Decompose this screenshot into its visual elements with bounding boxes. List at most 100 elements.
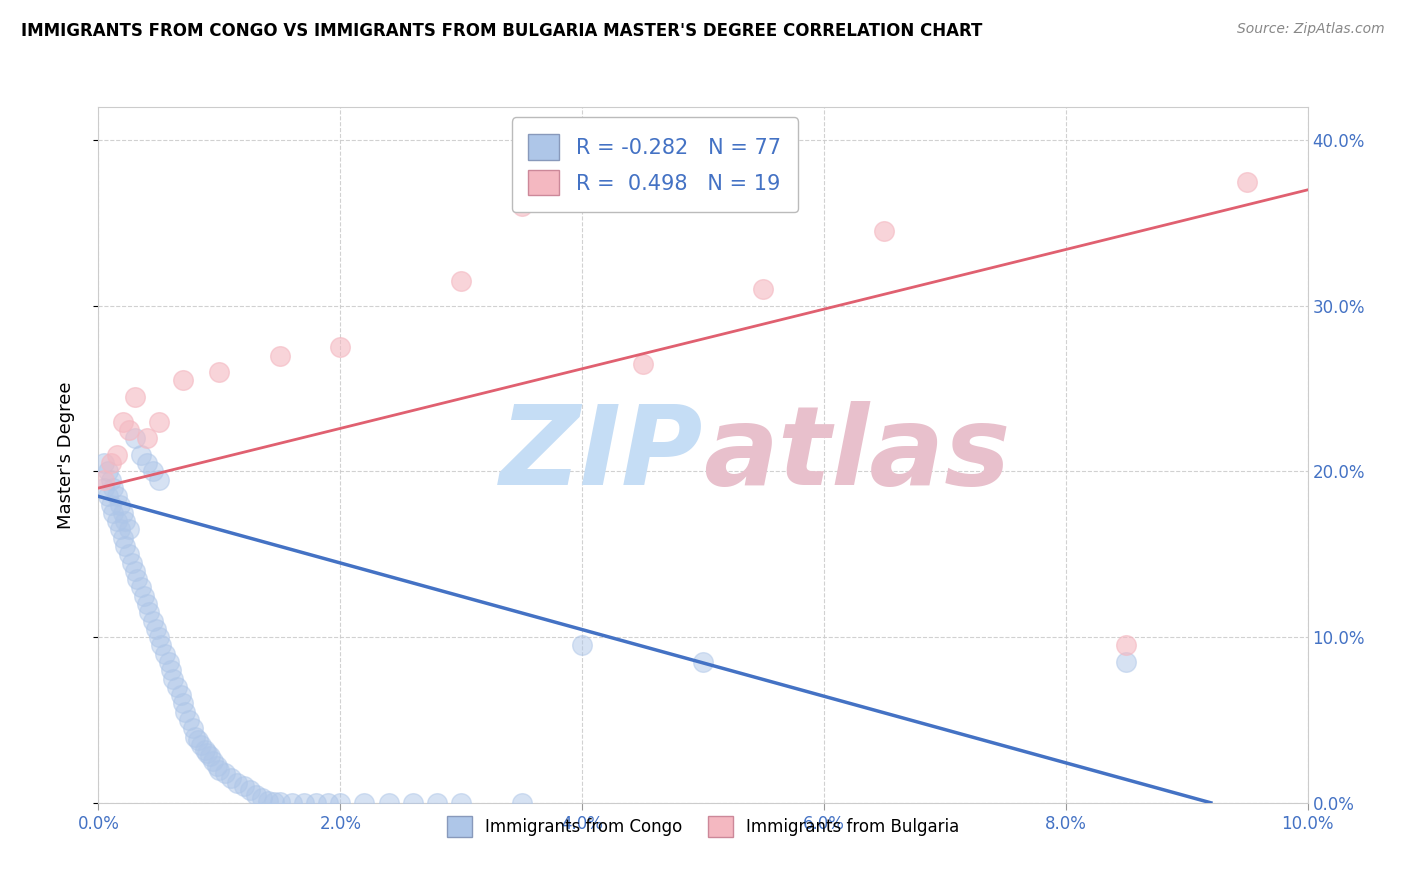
Point (124, 390, 146, 404)
Point (142, 465, 165, 479)
Point (329, 796, 352, 810)
Point (111, 531, 134, 545)
Point (221, 771, 243, 785)
Text: atlas: atlas (703, 401, 1011, 508)
Point (142, 614, 165, 628)
Point (208, 365, 231, 379)
Point (148, 415, 170, 429)
Point (129, 448, 152, 462)
Point (135, 456, 157, 470)
Point (105, 514, 128, 528)
Point (135, 431, 157, 445)
Point (194, 743, 217, 757)
Point (169, 688, 191, 702)
Point (510, 199, 533, 213)
Point (93, 481, 115, 495)
Point (93, 473, 115, 487)
Point (450, 796, 472, 810)
Point (208, 763, 231, 777)
Point (184, 730, 207, 744)
Text: Source: ZipAtlas.com: Source: ZipAtlas.com (1237, 22, 1385, 37)
Point (162, 672, 184, 686)
Point (160, 663, 183, 677)
Point (450, 274, 472, 288)
Point (571, 639, 593, 653)
Point (121, 556, 143, 570)
Point (148, 630, 170, 644)
Point (145, 622, 167, 636)
Point (187, 732, 209, 747)
Point (226, 776, 249, 790)
Point (631, 357, 654, 371)
Point (269, 796, 291, 810)
Text: IMMIGRANTS FROM CONGO VS IMMIGRANTS FROM BULGARIA MASTER'S DEGREE CORRELATION CH: IMMIGRANTS FROM CONGO VS IMMIGRANTS FROM… (21, 22, 983, 40)
Point (232, 779, 254, 793)
Point (510, 796, 533, 810)
Point (111, 415, 134, 429)
Point (97, 465, 120, 479)
Point (873, 224, 896, 238)
Point (111, 506, 134, 520)
Point (426, 796, 449, 810)
Point (100, 498, 122, 512)
Point (127, 572, 149, 586)
Point (256, 794, 278, 808)
Text: ZIP: ZIP (499, 401, 703, 508)
Point (245, 788, 267, 802)
Point (402, 796, 425, 810)
Point (101, 481, 124, 495)
Y-axis label: Master's Degree: Master's Degree (56, 381, 75, 529)
Point (329, 340, 352, 354)
Point (239, 782, 262, 797)
Point (135, 597, 157, 611)
Point (174, 705, 197, 719)
Point (134, 589, 156, 603)
Point (108, 498, 131, 512)
Point (172, 697, 194, 711)
Point (179, 713, 201, 727)
Point (118, 547, 141, 561)
Point (205, 759, 228, 773)
Point (305, 796, 328, 810)
Point (114, 514, 136, 528)
Point (250, 790, 273, 805)
Point (269, 349, 291, 363)
Point (1236, 175, 1258, 189)
Point (129, 581, 152, 595)
Point (93, 456, 115, 470)
Point (353, 796, 375, 810)
Point (100, 473, 122, 487)
Point (198, 749, 221, 764)
Point (105, 489, 128, 503)
Point (172, 373, 194, 387)
Point (148, 473, 170, 487)
Point (100, 456, 122, 470)
Point (202, 755, 225, 769)
Legend: Immigrants from Congo, Immigrants from Bulgaria: Immigrants from Congo, Immigrants from B… (433, 803, 973, 850)
Point (114, 539, 136, 553)
Point (292, 796, 315, 810)
Point (150, 639, 173, 653)
Point (124, 564, 146, 578)
Point (377, 796, 399, 810)
Point (1115, 655, 1137, 669)
Point (190, 738, 212, 752)
Point (281, 796, 304, 810)
Point (138, 605, 160, 619)
Point (316, 796, 339, 810)
Point (101, 506, 124, 520)
Point (692, 655, 714, 669)
Point (752, 282, 775, 296)
Point (214, 766, 236, 780)
Point (181, 721, 204, 735)
Point (118, 523, 141, 537)
Point (166, 680, 188, 694)
Point (195, 746, 218, 760)
Point (157, 655, 180, 669)
Point (1115, 639, 1137, 653)
Point (97, 489, 120, 503)
Point (108, 523, 131, 537)
Point (118, 423, 141, 437)
Point (263, 795, 285, 809)
Point (153, 647, 176, 661)
